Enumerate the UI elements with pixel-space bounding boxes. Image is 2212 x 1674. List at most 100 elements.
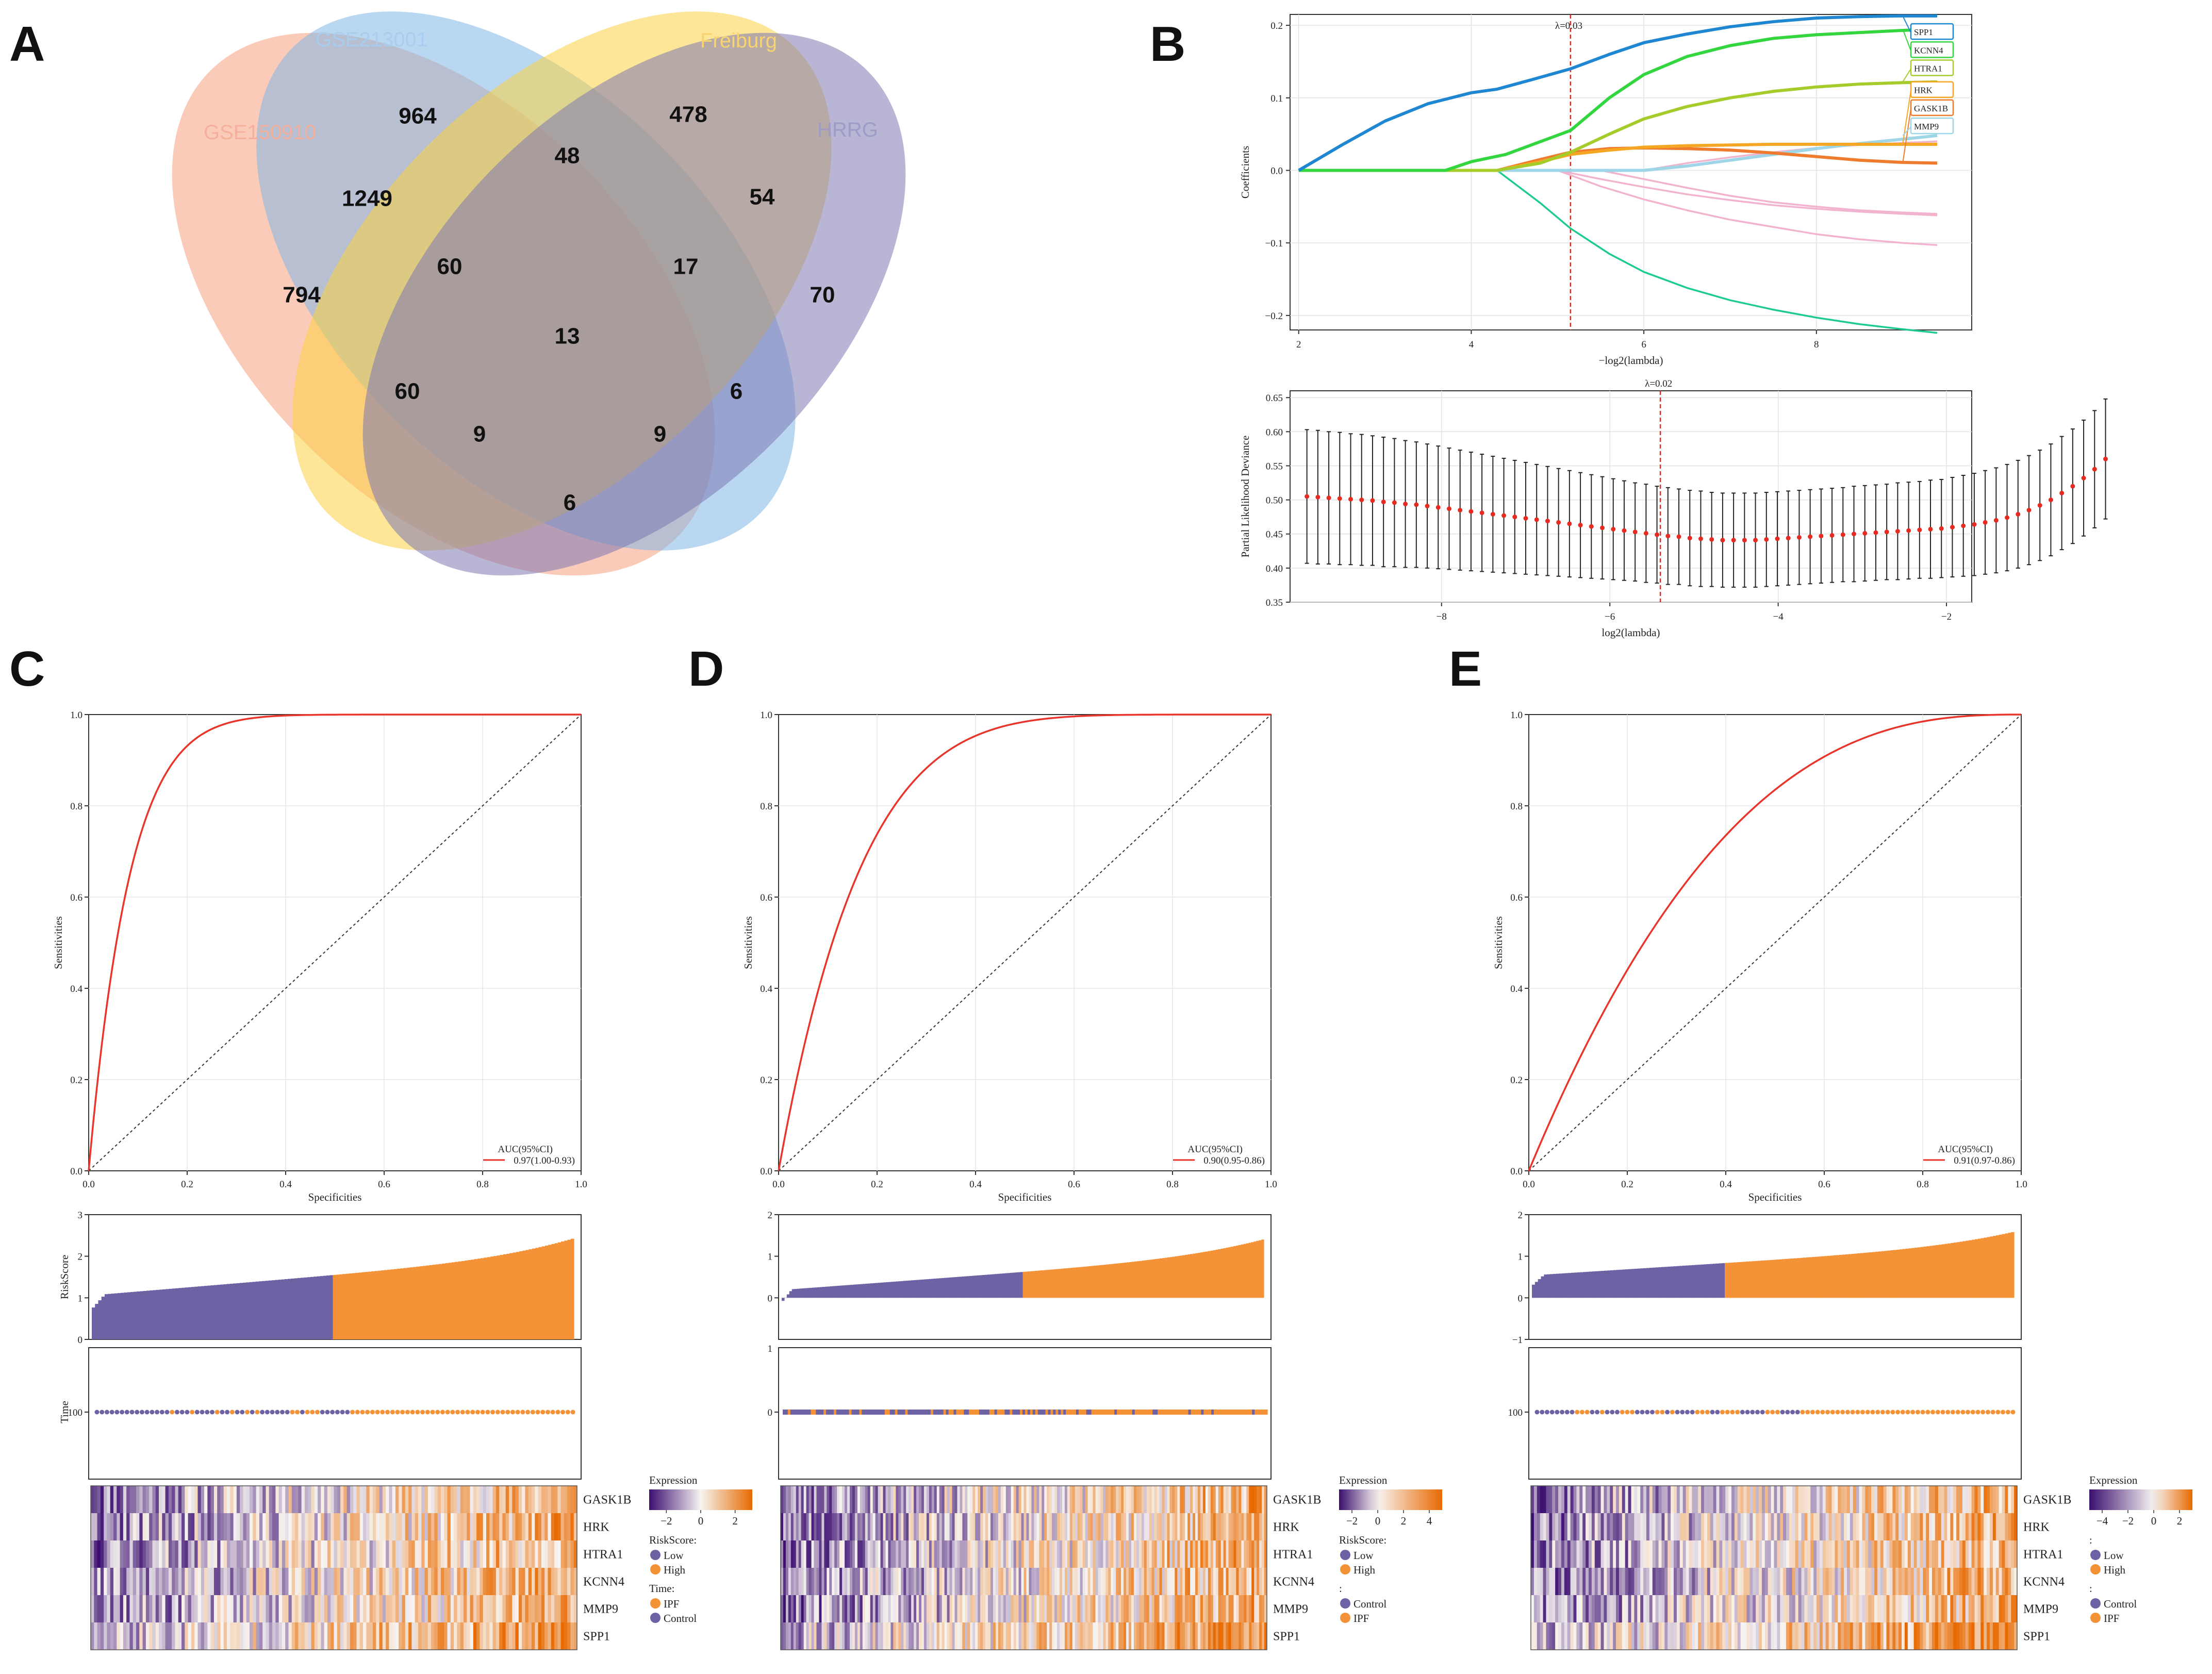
heatmap-gene-label: GASK1B xyxy=(583,1494,631,1507)
heatmap-cell xyxy=(427,1540,432,1568)
heatmap-cell xyxy=(1661,1622,1665,1650)
heatmap-cell xyxy=(240,1540,243,1568)
heatmap-cell xyxy=(1886,1513,1890,1541)
heatmap-cell xyxy=(178,1486,182,1514)
heatmap-cell xyxy=(990,1513,994,1541)
time-point xyxy=(1800,1410,1805,1415)
risk-bar xyxy=(1649,1268,1653,1298)
risk-bar xyxy=(1631,1269,1635,1298)
heatmap-cell xyxy=(94,1595,98,1623)
heatmap-cell xyxy=(1801,1513,1805,1541)
heatmap-cell xyxy=(197,1568,202,1596)
time-point xyxy=(856,1410,860,1415)
group-legend-item: IPF xyxy=(2104,1612,2119,1625)
heatmap-cell xyxy=(1932,1513,1936,1541)
heatmap-cell xyxy=(942,1622,945,1650)
heatmap-cell xyxy=(288,1568,292,1596)
heatmap-cell xyxy=(1082,1513,1086,1541)
heatmap-cell xyxy=(440,1568,444,1596)
heatmap-cell xyxy=(508,1595,513,1623)
deviance-point xyxy=(1305,494,1310,499)
heatmap-cell xyxy=(454,1568,457,1596)
heatmap-cell xyxy=(210,1595,214,1623)
heatmap-cell xyxy=(1743,1486,1747,1514)
heatmap-cell xyxy=(1223,1595,1227,1623)
heatmap-cell xyxy=(1652,1540,1656,1568)
heatmap-cell xyxy=(1871,1540,1875,1568)
risk-bar xyxy=(1055,1269,1059,1298)
risk-bar xyxy=(2011,1232,2015,1298)
risk-bar xyxy=(108,1294,111,1339)
risk-bar xyxy=(982,1275,985,1298)
heatmap-cell xyxy=(1992,1513,1996,1541)
time-point xyxy=(1209,1410,1212,1415)
risk-bar xyxy=(268,1280,272,1339)
heatmap-cell xyxy=(954,1568,958,1596)
heatmap-cell xyxy=(1610,1622,1613,1650)
heatmap-cell xyxy=(528,1486,532,1514)
heatmap-cell xyxy=(1980,1486,1984,1514)
heatmap-cell xyxy=(243,1568,247,1596)
heatmap-cell xyxy=(1210,1622,1214,1650)
risk-bar xyxy=(1896,1249,1900,1298)
heatmap-cell xyxy=(1576,1486,1580,1514)
heatmap-cell xyxy=(785,1568,789,1596)
heatmap-cell xyxy=(1264,1568,1267,1596)
heatmap-cell xyxy=(2011,1513,2015,1541)
heatmap-cell xyxy=(1552,1540,1556,1568)
heatmap-cell xyxy=(1177,1568,1180,1596)
risk-bar xyxy=(1223,1248,1226,1298)
heatmap-cell xyxy=(486,1540,490,1568)
heatmap-cell xyxy=(1989,1540,1993,1568)
heatmap-cell xyxy=(220,1622,224,1650)
heatmap-cell xyxy=(1989,1486,1993,1514)
time-point xyxy=(956,1410,960,1415)
deviance-point xyxy=(2016,511,2021,517)
heatmap-cell xyxy=(1725,1595,1729,1623)
heatmap-cell xyxy=(842,1486,845,1514)
heatmap-cell xyxy=(781,1595,784,1623)
heatmap-cell xyxy=(1138,1622,1142,1650)
heatmap-cell xyxy=(395,1568,399,1596)
heatmap-cell xyxy=(369,1595,373,1623)
heatmap-cell xyxy=(1959,1513,1963,1541)
time-point xyxy=(1665,1410,1670,1415)
heatmap-cell xyxy=(862,1513,866,1541)
y-tick-label: 0.50 xyxy=(1266,495,1283,506)
time-point xyxy=(790,1410,794,1415)
heatmap-cell xyxy=(1801,1540,1805,1568)
heatmap-cell xyxy=(392,1486,396,1514)
time-point xyxy=(1670,1410,1675,1415)
heatmap-cell xyxy=(1180,1622,1183,1650)
heatmap-cell xyxy=(975,1540,978,1568)
heatmap-cell xyxy=(1759,1595,1762,1623)
heatmap-cell xyxy=(911,1540,914,1568)
heatmap-cell xyxy=(1695,1513,1698,1541)
x-axis-label: −log2(lambda) xyxy=(1599,354,1663,367)
risk-bar xyxy=(1088,1266,1092,1298)
heatmap-cell xyxy=(172,1568,175,1596)
heatmap-cell xyxy=(1105,1486,1109,1514)
heatmap-cell xyxy=(923,1622,927,1650)
risk-bar xyxy=(1248,1242,1251,1298)
heatmap-cell xyxy=(1850,1622,1854,1650)
risk-bar xyxy=(159,1289,163,1339)
risk-bar xyxy=(1172,1256,1176,1298)
heatmap-cell xyxy=(447,1595,451,1623)
heatmap-cell xyxy=(1889,1486,1893,1514)
heatmap-cell xyxy=(1594,1568,1598,1596)
heatmap-cell xyxy=(1195,1595,1198,1623)
heatmap-cell xyxy=(457,1513,461,1541)
time-point xyxy=(905,1410,909,1415)
heatmap-cell xyxy=(178,1540,182,1568)
heatmap-cell xyxy=(1029,1540,1032,1568)
heatmap-cell xyxy=(483,1568,487,1596)
risk-bar xyxy=(127,1292,131,1339)
heatmap-cell xyxy=(880,1622,884,1650)
risk-bar xyxy=(1869,1252,1873,1298)
heatmap-cell xyxy=(914,1486,917,1514)
risk-bar xyxy=(500,1255,504,1339)
heatmap-cell xyxy=(136,1486,140,1514)
heatmap-cell xyxy=(538,1595,542,1623)
risk-bar xyxy=(410,1267,414,1339)
